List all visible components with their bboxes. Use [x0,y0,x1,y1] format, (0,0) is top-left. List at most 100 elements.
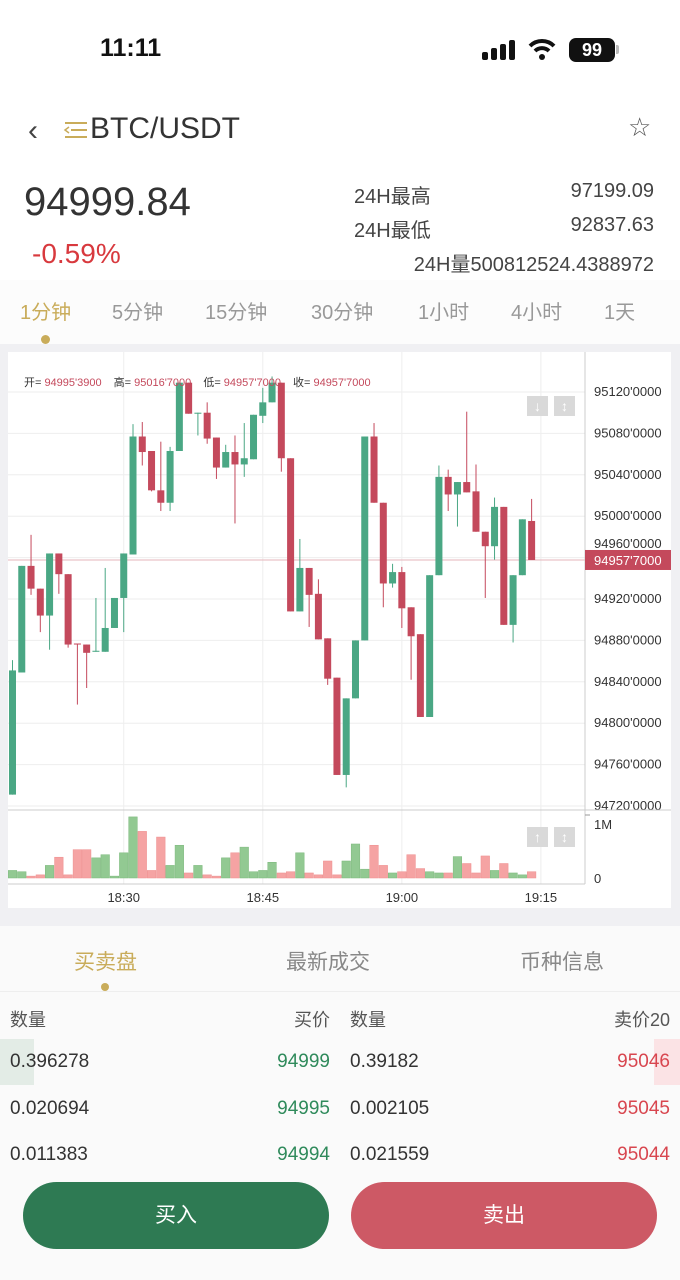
candle-body [500,506,508,625]
volume-bar [443,872,453,879]
bid-qty-header: 数量 [10,1010,46,1030]
volume-bar [406,854,416,879]
volume-bar [211,875,221,879]
x-tick-label: 19:15 [525,890,558,905]
24h-low-label: 24H最低 [354,220,431,242]
volume-bar [35,874,45,879]
favorite-star-icon[interactable]: ☆ [628,112,652,142]
candle-body [212,437,220,468]
orderbook-row[interactable]: 0.011383 94994 0.021559 95044 [0,1132,680,1160]
candle [407,607,415,680]
volume-bar [397,871,407,879]
tab-latest-trades[interactable]: 最新成交 [286,951,370,974]
candle [379,502,387,608]
tab-15min[interactable]: 15分钟 [205,302,268,324]
volume-bar [462,863,472,879]
candle [287,458,295,612]
y-tick-label: 95040'0000 [594,467,662,482]
candle-body [250,414,258,460]
candle-body [491,506,499,547]
svg-text:↕: ↕ [561,829,568,845]
y-tick-label: 94880'0000 [594,632,662,647]
bid-price: 94994 [277,1144,330,1160]
close-value: 94957'7000 [313,377,370,389]
candle-body [324,638,332,679]
candle-body [444,476,452,495]
kline-svg[interactable]: 开= 94995'3900 高= 95016'7000 低= 94957'7000 收… [7,352,671,908]
tab-1hour[interactable]: 1小时 [418,302,470,324]
candle [518,519,526,576]
candle-body [509,575,517,625]
sell-button[interactable]: 卖出 [351,1182,657,1249]
candle-body [314,593,322,640]
candle [157,441,165,512]
volume-bar [7,870,18,879]
candle [120,553,128,633]
svg-text:↑: ↑ [534,829,541,845]
volume-bar [82,849,92,879]
candle-body [453,482,461,495]
24h-volume-value: 500812524.4388972 [470,254,654,276]
y-tick-label: 94800'0000 [594,715,662,730]
ask-price: 95046 [617,1051,670,1072]
low-label: 低= [203,376,220,389]
buy-button[interactable]: 买入 [23,1182,329,1249]
volume-bar [202,874,212,879]
candle [55,553,63,594]
candle [240,423,248,477]
ask-price: 95044 [617,1144,670,1160]
ask-qty: 0.39182 [350,1051,419,1072]
current-price-label: 94957'7000 [594,553,662,568]
24h-high-label: 24H最高 [354,186,431,208]
candle [212,437,220,479]
candle-body [342,698,350,775]
tab-30min[interactable]: 30分钟 [311,302,374,324]
tab-1min[interactable]: 1分钟 [20,302,72,324]
candle [435,465,443,576]
price-scale-toggle-button[interactable]: ↕ [554,396,575,416]
volume-bar [221,857,231,879]
volume-bar [434,872,444,879]
tab-4hour[interactable]: 4小时 [511,302,563,324]
volume-bar [471,872,481,879]
candle-body [361,436,369,641]
orderbook-row[interactable]: 0.396278 94999 0.39182 95046 [0,1039,680,1085]
svg-text:↓: ↓ [534,398,541,414]
wifi-icon [528,39,556,60]
volume-scale-toggle-button[interactable]: ↕ [554,827,575,847]
volume-bar [517,874,527,879]
tab-1day[interactable]: 1天 [604,302,636,324]
tab-5min[interactable]: 5分钟 [112,302,164,324]
cellular-signal-icon [482,40,515,60]
candle-body [194,412,202,414]
orderbook-row[interactable]: 0.020694 94995 0.002105 95045 [0,1086,680,1132]
tab-orderbook[interactable]: 买卖盘 [74,951,137,974]
candle [185,382,193,414]
24h-volume-label: 24H量 [413,254,471,276]
volume-bar [109,875,120,879]
candle [463,411,471,493]
volume-scale-up-button[interactable]: ↑ [527,827,548,847]
candle [148,450,156,492]
candle-body [9,670,16,795]
price-scale-down-button[interactable]: ↓ [527,396,548,416]
back-button[interactable]: ‹ [28,114,38,147]
24h-volume: 24H量500812524.4388972 [414,248,654,277]
candle [92,597,100,652]
candle [398,566,406,628]
volume-bar [360,868,370,879]
candle-body [101,627,109,652]
volume-bar [508,872,518,879]
vol-tick-label: 0 [594,871,601,886]
volume-bar [72,849,82,879]
candle [18,565,26,673]
bid-depth-bar [0,1039,34,1085]
ask-qty: 0.021559 [350,1144,430,1160]
candle [64,574,72,648]
tab-coin-info[interactable]: 币种信息 [520,951,604,974]
menu-icon[interactable] [63,120,87,140]
volume-bar [452,856,463,879]
volume-bar [100,854,110,879]
kline-chart[interactable]: 开= 94995'3900 高= 95016'7000 低= 94957'7000 收… [7,352,671,908]
volume-bar [527,871,537,879]
